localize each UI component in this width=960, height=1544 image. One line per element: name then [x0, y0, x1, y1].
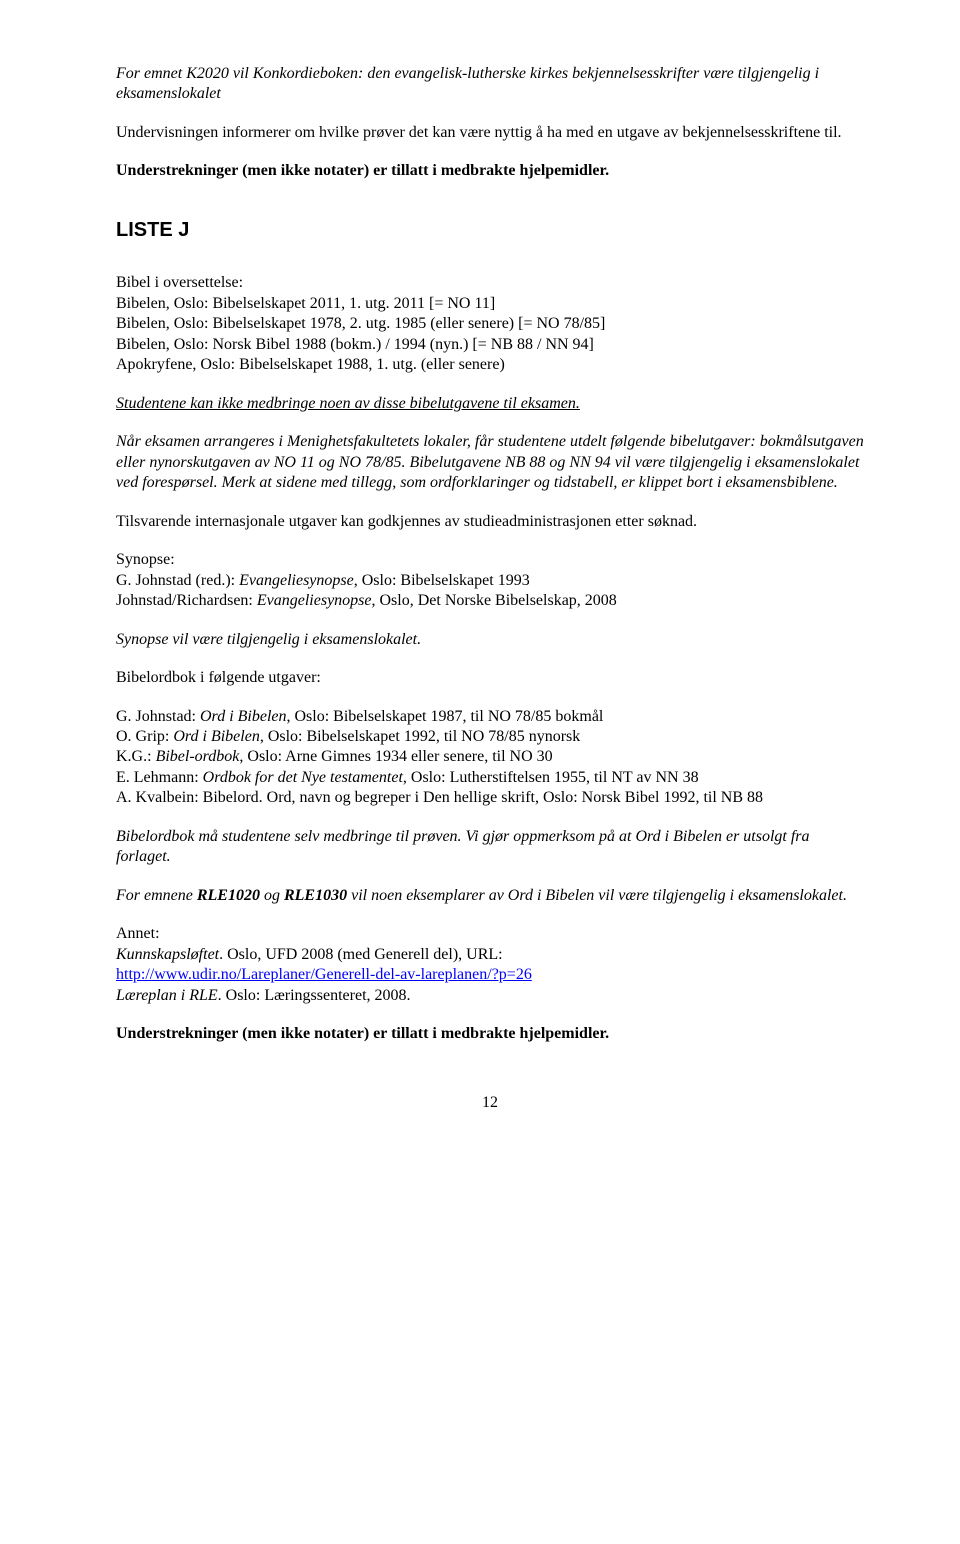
understrekninger-top: Understrekninger (men ikke notater) er t…	[116, 161, 864, 181]
annet-url-line: http://www.udir.no/Lareplaner/Generell-d…	[116, 965, 864, 985]
syn2-title: Evangeliesynopse	[257, 592, 372, 609]
syn1-title: Evangeliesynopse	[239, 572, 354, 589]
ordbok-line-2: O. Grip: Ord i Bibelen, Oslo: Bibelselsk…	[116, 727, 864, 747]
ord1-a: G. Johnstad:	[116, 708, 200, 725]
ordbok-line-5: A. Kvalbein: Bibelord. Ord, navn og begr…	[116, 788, 864, 808]
bibel-block: Bibel i oversettelse: Bibelen, Oslo: Bib…	[116, 273, 864, 375]
bibel-heading: Bibel i oversettelse:	[116, 273, 864, 293]
ord3-a: K.G.:	[116, 748, 156, 765]
ordbok-block: G. Johnstad: Ord i Bibelen, Oslo: Bibels…	[116, 707, 864, 809]
annet-line-2: Læreplan i RLE. Oslo: Læringssenteret, 2…	[116, 986, 864, 1006]
syn1-author: G. Johnstad (red.):	[116, 572, 239, 589]
rle-c: og	[260, 887, 284, 904]
rle-line: For emnene RLE1020 og RLE1030 vil noen e…	[116, 886, 864, 906]
ord4-c: , Oslo: Lutherstiftelsen 1955, til NT av…	[403, 769, 699, 786]
annet1-title: Kunnskapsløftet	[116, 946, 219, 963]
studentene-text: Studentene kan ikke medbringe noen av di…	[116, 395, 580, 412]
rle-b: RLE1020	[197, 887, 260, 904]
intro-k2020: For emnet K2020 vil Konkordieboken: den …	[116, 64, 864, 105]
ord2-a: O. Grip:	[116, 728, 173, 745]
heading-liste-j: LISTE J	[116, 218, 864, 244]
nar-eksamen-paragraph: Når eksamen arrangeres i Menighetsfakult…	[116, 432, 864, 493]
ordbok-line-3: K.G.: Bibel-ordbok, Oslo: Arne Gimnes 19…	[116, 747, 864, 767]
annet2-rest: . Oslo: Læringssenteret, 2008.	[218, 987, 411, 1004]
ord3-c: , Oslo: Arne Gimnes 1934 eller senere, t…	[239, 748, 552, 765]
annet-block: Annet: Kunnskapsløftet. Oslo, UFD 2008 (…	[116, 924, 864, 1006]
syn1-rest: , Oslo: Bibelselskapet 1993	[354, 572, 530, 589]
ord1-c: , Oslo: Bibelselskapet 1987, til NO 78/8…	[287, 708, 604, 725]
ord3-b: Bibel-ordbok	[156, 748, 240, 765]
bibel-line-1: Bibelen, Oslo: Bibelselskapet 2011, 1. u…	[116, 294, 864, 314]
ordbok-line-4: E. Lehmann: Ordbok for det Nye testament…	[116, 768, 864, 788]
bibel-line-3: Bibelen, Oslo: Norsk Bibel 1988 (bokm.) …	[116, 335, 864, 355]
rle-a: For emnene	[116, 887, 197, 904]
rle-e: vil noen eksemplarer av Ord i Bibelen vi…	[347, 887, 847, 904]
synopse-line-1: G. Johnstad (red.): Evangeliesynopse, Os…	[116, 571, 864, 591]
annet-url-link[interactable]: http://www.udir.no/Lareplaner/Generell-d…	[116, 966, 532, 983]
ord4-b: Ordbok for det Nye testamentet	[203, 769, 403, 786]
intro-undervisningen: Undervisningen informerer om hvilke prøv…	[116, 123, 864, 143]
annet-line-1: Kunnskapsløftet. Oslo, UFD 2008 (med Gen…	[116, 945, 864, 965]
rle-d: RLE1030	[284, 887, 347, 904]
tilsvarende-line: Tilsvarende internasjonale utgaver kan g…	[116, 512, 864, 532]
synopse-line-2: Johnstad/Richardsen: Evangeliesynopse, O…	[116, 591, 864, 611]
syn2-rest: , Oslo, Det Norske Bibelselskap, 2008	[372, 592, 617, 609]
annet-label: Annet:	[116, 924, 864, 944]
ordbok-note: Bibelordbok må studentene selv medbringe…	[116, 827, 864, 868]
ord2-c: , Oslo: Bibelselskapet 1992, til NO 78/8…	[260, 728, 580, 745]
synopse-note: Synopse vil være tilgjengelig i eksamens…	[116, 630, 864, 650]
synopse-label: Synopse:	[116, 550, 864, 570]
synopse-block: Synopse: G. Johnstad (red.): Evangeliesy…	[116, 550, 864, 611]
syn2-author: Johnstad/Richardsen:	[116, 592, 257, 609]
page-number: 12	[116, 1093, 864, 1113]
bibel-line-4: Apokryfene, Oslo: Bibelselskapet 1988, 1…	[116, 355, 864, 375]
ordbok-line-1: G. Johnstad: Ord i Bibelen, Oslo: Bibels…	[116, 707, 864, 727]
ord4-a: E. Lehmann:	[116, 769, 203, 786]
ord1-b: Ord i Bibelen	[200, 708, 287, 725]
bibel-line-2: Bibelen, Oslo: Bibelselskapet 1978, 2. u…	[116, 314, 864, 334]
annet2-title: Læreplan i RLE	[116, 987, 218, 1004]
ord2-b: Ord i Bibelen	[173, 728, 260, 745]
understrekninger-bottom: Understrekninger (men ikke notater) er t…	[116, 1024, 864, 1044]
annet1-rest: . Oslo, UFD 2008 (med Generell del), URL…	[219, 946, 503, 963]
ordbok-label: Bibelordbok i følgende utgaver:	[116, 668, 864, 688]
studentene-line: Studentene kan ikke medbringe noen av di…	[116, 394, 864, 414]
